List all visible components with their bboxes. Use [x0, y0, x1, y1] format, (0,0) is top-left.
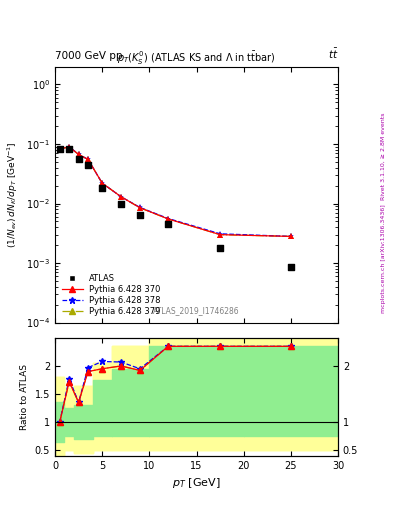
- Point: [75, 155, 82, 163]
- Y-axis label: Ratio to ATLAS: Ratio to ATLAS: [20, 364, 29, 430]
- X-axis label: $p_{T}$ [GeV]: $p_{T}$ [GeV]: [172, 476, 221, 490]
- Legend: ATLAS, Pythia 6.428 370, Pythia 6.428 378, Pythia 6.428 379: ATLAS, Pythia 6.428 370, Pythia 6.428 37…: [59, 271, 163, 318]
- Text: mcplots.cern.ch [arXiv:1306.3436]: mcplots.cern.ch [arXiv:1306.3436]: [381, 204, 386, 313]
- Point: [137, 211, 143, 220]
- Point: [118, 199, 124, 207]
- Text: Rivet 3.1.10, ≥ 2.8M events: Rivet 3.1.10, ≥ 2.8M events: [381, 113, 386, 200]
- Text: $t\bar{t}$: $t\bar{t}$: [327, 47, 338, 61]
- Point: [66, 145, 72, 153]
- Point: [217, 244, 223, 252]
- Title: $p_{T}(K^{0}_{S})$ (ATLAS KS and $\Lambda$ in t$\bar{\text{t}}$bar): $p_{T}(K^{0}_{S})$ (ATLAS KS and $\Lambd…: [117, 50, 276, 67]
- Point: [165, 220, 171, 228]
- Text: ATLAS_2019_I1746286: ATLAS_2019_I1746286: [153, 306, 240, 315]
- Y-axis label: $(1/N_{ev})\,dN_{K}/dp_{T}$ [GeV$^{-1}$]: $(1/N_{ev})\,dN_{K}/dp_{T}$ [GeV$^{-1}$]: [6, 141, 20, 248]
- Point: [288, 263, 294, 271]
- Point: [99, 184, 105, 193]
- Point: [85, 161, 91, 169]
- Point: [57, 145, 63, 153]
- Text: 7000 GeV pp: 7000 GeV pp: [55, 51, 123, 61]
